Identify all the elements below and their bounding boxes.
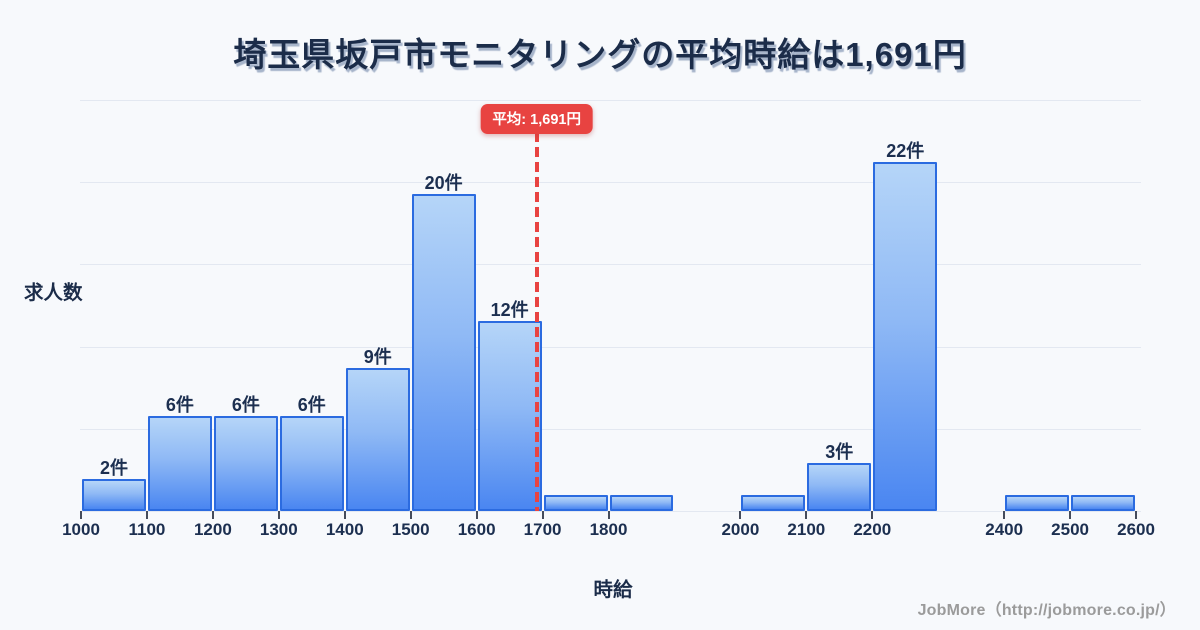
histogram-bar (543, 495, 608, 511)
x-tick-label: 1800 (589, 520, 628, 539)
source-credit: JobMore（http://jobmore.co.jp/） (917, 602, 1176, 619)
bar-count-label: 20件 (424, 173, 463, 193)
bar-count-label: 3件 (825, 442, 854, 463)
histogram-bar (609, 495, 674, 511)
bar-count-label: 6件 (165, 394, 194, 415)
x-tick-label: 1600 (457, 520, 496, 539)
x-axis-tick (211, 511, 214, 519)
x-tick-label: 1500 (391, 520, 430, 539)
x-tick-label: 2200 (853, 520, 892, 539)
gridline (80, 264, 1141, 266)
x-tick-label: 1700 (523, 520, 562, 539)
histogram-bar (279, 415, 344, 511)
gridline (80, 182, 1141, 184)
average-badge: 平均: 1,691円 (480, 104, 593, 134)
y-axis-label: 求人数 (24, 282, 83, 304)
x-axis-label: 時給 (593, 579, 633, 601)
x-axis-tick (871, 511, 874, 519)
x-axis-tick (607, 511, 610, 519)
x-axis-tick (145, 511, 148, 519)
histogram-bar (873, 162, 938, 511)
histogram-bar (741, 495, 806, 511)
bar-count-label: 6件 (231, 394, 260, 415)
histogram-bar (147, 415, 212, 511)
x-tick-label: 2000 (721, 520, 760, 539)
x-axis-tick (475, 511, 478, 519)
x-tick-label: 2400 (985, 520, 1024, 539)
gridline (80, 346, 1141, 348)
x-tick-label: 1100 (128, 520, 166, 539)
x-axis-tick (409, 511, 412, 519)
x-axis-tick (541, 511, 544, 519)
average-dashed-line (534, 132, 539, 511)
x-axis-tick (1069, 511, 1072, 519)
x-tick-label: 1000 (62, 520, 100, 539)
x-axis-tick (1135, 511, 1138, 519)
histogram-bar (213, 415, 278, 511)
x-tick-label: 1200 (193, 520, 232, 539)
bar-count-label: 2件 (99, 458, 128, 479)
x-tick-label: 1300 (259, 520, 298, 539)
x-tick-label: 2600 (1117, 520, 1155, 539)
x-axis-tick (739, 511, 742, 519)
x-axis-tick (343, 511, 346, 519)
gridline (80, 100, 1141, 101)
x-axis-tick (277, 511, 280, 519)
bar-count-label: 22件 (886, 141, 925, 162)
histogram-bar (345, 368, 410, 511)
histogram-bar (477, 320, 542, 511)
gridline (80, 511, 1141, 512)
bar-count-label: 6件 (297, 394, 326, 415)
x-axis-tick (805, 511, 808, 519)
bar-count-label: 12件 (490, 299, 529, 320)
x-tick-label: 2500 (1051, 520, 1090, 539)
x-axis-tick (80, 511, 82, 519)
histogram-bar (411, 194, 476, 511)
histogram-bar (1005, 495, 1070, 511)
x-axis-tick (1003, 511, 1006, 519)
histogram-bar (807, 463, 872, 511)
bar-count-label: 9件 (363, 347, 392, 368)
x-tick-label: 2100 (787, 520, 826, 539)
histogram-bar (1071, 495, 1136, 511)
gridline (80, 428, 1141, 430)
x-tick-label: 1400 (325, 520, 364, 539)
page-title: 埼玉県坂戸市モニタリングの平均時給は1,691円 (233, 36, 967, 73)
histogram-bar (82, 479, 146, 511)
